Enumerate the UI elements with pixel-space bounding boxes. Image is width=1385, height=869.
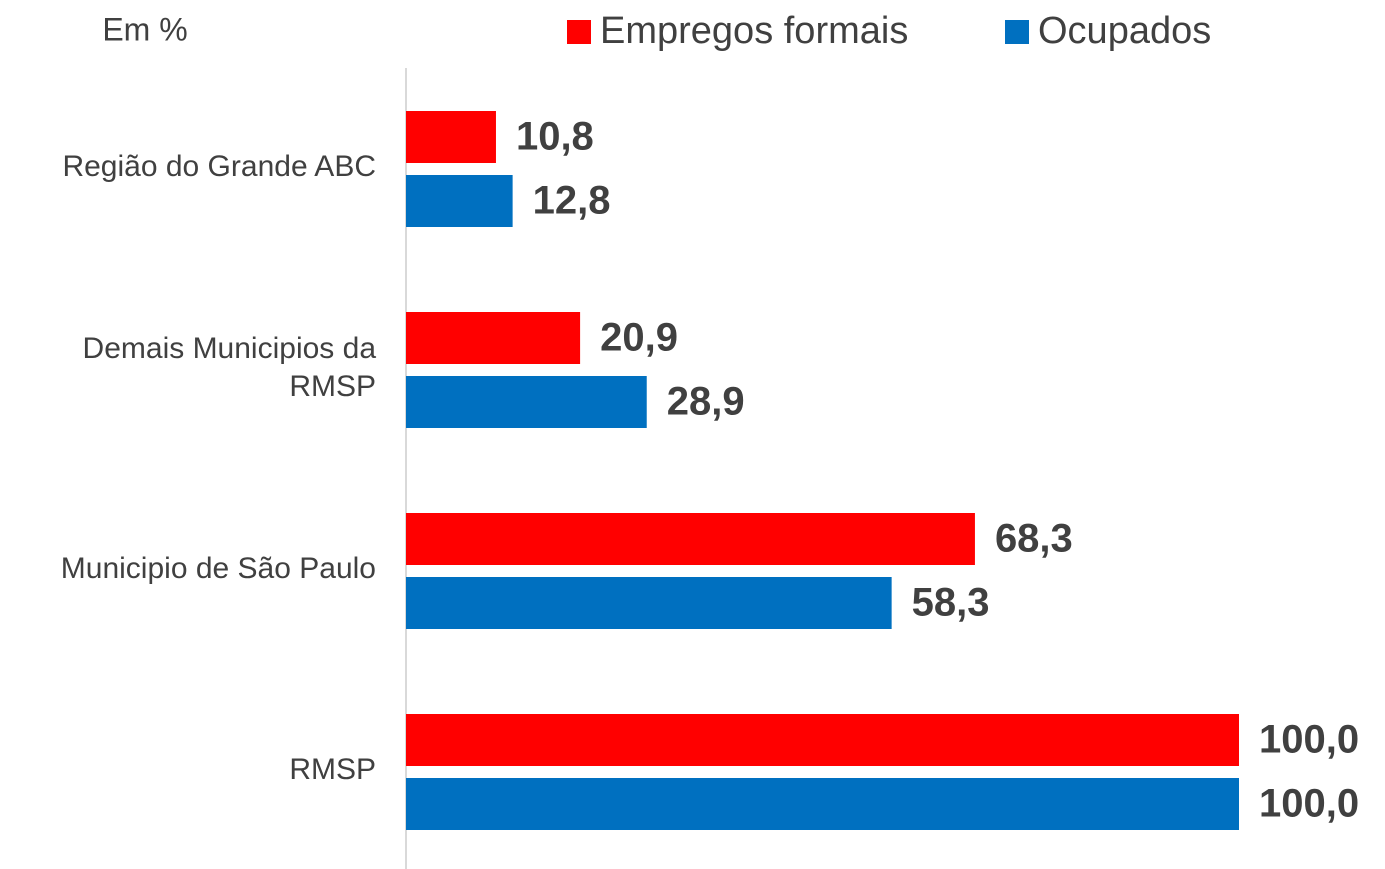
bar [406, 513, 975, 565]
bar [406, 714, 1239, 766]
legend-swatch [1005, 20, 1029, 44]
value-label: 20,9 [600, 316, 678, 360]
y-tick-label: Municipio de São Paulo [60, 552, 376, 585]
value-label: 12,8 [533, 179, 611, 223]
value-label: 28,9 [667, 380, 745, 424]
bar [406, 175, 513, 227]
bar [406, 111, 496, 163]
bar [406, 577, 892, 629]
bar [406, 376, 647, 428]
y-tick-label: RMSP [289, 753, 376, 786]
legend-swatch [567, 20, 591, 44]
value-label: 100,0 [1259, 718, 1359, 762]
y-tick-label: Região do Grande ABC [62, 150, 376, 183]
chart-title: Em % [102, 11, 187, 47]
value-label: 68,3 [995, 517, 1073, 561]
bar [406, 312, 581, 364]
y-tick-label: Demais Municipios da RMSP [82, 332, 376, 403]
bar [406, 778, 1239, 830]
legend-label: Empregos formais [600, 10, 908, 52]
legend-label: Ocupados [1038, 10, 1211, 52]
value-label: 100,0 [1259, 782, 1359, 826]
value-label: 58,3 [912, 581, 990, 625]
value-label: 10,8 [516, 115, 594, 159]
